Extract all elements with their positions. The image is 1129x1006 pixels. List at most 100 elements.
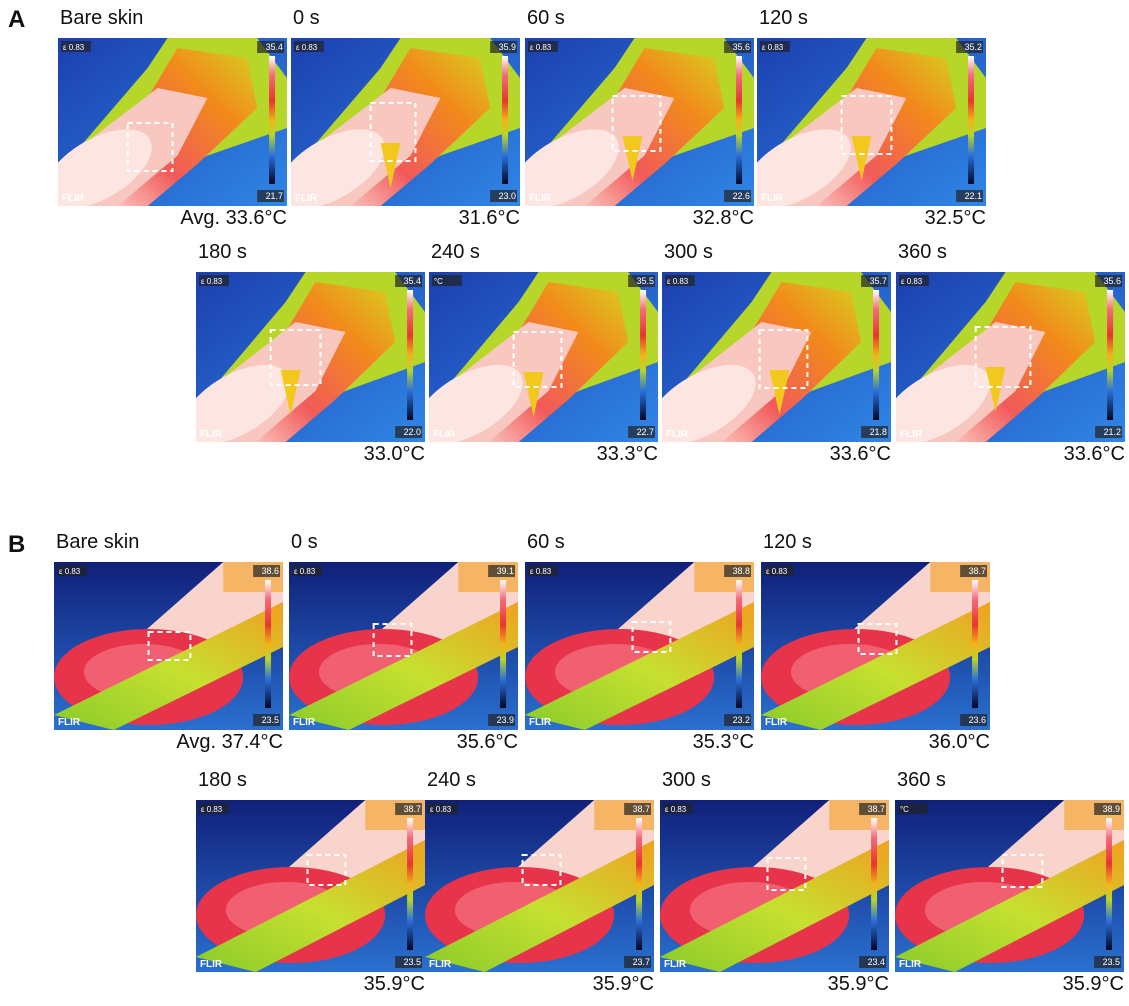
emissivity: ε 0.83 <box>667 277 689 286</box>
brand-logo: FLIR <box>429 959 451 970</box>
time-label: 360 s <box>898 241 947 264</box>
min-temperature: 22.0 <box>404 427 421 437</box>
brand-logo: FLIR <box>295 193 317 204</box>
max-temperature: 38.7 <box>404 804 421 814</box>
panel-letter: A <box>8 6 25 34</box>
emissivity: ε 0.83 <box>766 567 788 576</box>
min-temperature: 23.4 <box>868 957 885 967</box>
average-temperature: 33.6°C <box>836 443 1125 466</box>
emissivity: ε 0.83 <box>762 43 784 52</box>
color-scale <box>636 818 642 950</box>
color-scale <box>873 290 879 420</box>
average-temperature: 32.5°C <box>697 207 986 230</box>
color-scale <box>972 580 978 708</box>
emissivity: ε 0.83 <box>63 43 85 52</box>
brand-logo: FLIR <box>900 429 922 440</box>
emissivity: ε 0.83 <box>294 567 316 576</box>
emissivity: ε 0.83 <box>430 805 452 814</box>
color-scale <box>407 818 413 950</box>
emissivity: ε 0.83 <box>665 805 687 814</box>
max-temperature: 38.7 <box>633 804 650 814</box>
thermal-image: ε 0.83 38.7 23.7 FLIR <box>425 800 654 972</box>
max-temperature: 35.5 <box>637 276 654 286</box>
max-temperature: 35.9 <box>499 42 516 52</box>
max-temperature: 35.4 <box>404 276 421 286</box>
min-temperature: 23.5 <box>404 957 421 967</box>
emissivity: ε 0.83 <box>201 805 223 814</box>
panel-letter: B <box>8 531 25 559</box>
emissivity: °C <box>900 805 909 814</box>
brand-logo: FLIR <box>200 429 222 440</box>
brand-logo: FLIR <box>666 429 688 440</box>
time-label: 180 s <box>198 241 247 264</box>
brand-logo: FLIR <box>62 193 84 204</box>
time-label: 60 s <box>527 7 565 30</box>
max-temperature: 39.1 <box>497 566 514 576</box>
color-scale <box>269 56 275 184</box>
figure: {"brand": "FLIR", "panels": [ {"letter":… <box>0 0 1129 1006</box>
brand-logo: FLIR <box>664 959 686 970</box>
emissivity: ε 0.83 <box>530 43 552 52</box>
color-scale <box>871 818 877 950</box>
max-temperature: 38.6 <box>262 566 279 576</box>
time-label: 240 s <box>427 769 476 792</box>
min-temperature: 23.2 <box>733 715 750 725</box>
max-temperature: 38.9 <box>1103 804 1120 814</box>
color-scale <box>407 290 413 420</box>
emissivity: ε 0.83 <box>201 277 223 286</box>
brand-logo: FLIR <box>293 717 315 728</box>
min-temperature: 21.2 <box>1104 427 1121 437</box>
min-temperature: 23.0 <box>499 191 516 201</box>
time-label: Bare skin <box>56 531 139 554</box>
thermal-image: °C35.522.7FLIR <box>429 272 658 442</box>
thermal-image: ε 0.83 38.7 23.6 FLIR <box>761 562 990 730</box>
thermal-image: ε 0.83 38.7 23.5 FLIR <box>196 800 425 972</box>
thermal-image: ε 0.83 35.6 21.2 FLIR <box>896 272 1125 442</box>
color-scale <box>265 580 271 708</box>
thermal-image: ε 0.8338.823.2FLIR <box>525 562 754 730</box>
color-scale <box>736 580 742 708</box>
brand-logo: FLIR <box>761 193 783 204</box>
brand-logo: FLIR <box>58 717 80 728</box>
color-scale <box>500 580 506 708</box>
min-temperature: 22.1 <box>965 191 982 201</box>
max-temperature: 38.8 <box>733 566 750 576</box>
thermal-image: ε 0.83 35.4 22.0 FLIR <box>196 272 425 442</box>
emissivity: ε 0.83 <box>901 277 923 286</box>
brand-logo: FLIR <box>899 959 921 970</box>
time-label: 180 s <box>198 769 247 792</box>
brand-logo: FLIR <box>529 193 551 204</box>
color-scale <box>968 56 974 184</box>
thermal-image: ε 0.8335.923.0FLIR <box>291 38 520 206</box>
thermal-image: ε 0.83 38.7 23.4 FLIR <box>660 800 889 972</box>
max-temperature: 38.7 <box>969 566 986 576</box>
min-temperature: 23.7 <box>633 957 650 967</box>
average-temperature: 35.9°C <box>835 973 1124 996</box>
time-label: 120 s <box>759 7 808 30</box>
thermal-image: ε 0.8339.123.9FLIR <box>289 562 518 730</box>
min-temperature: 23.6 <box>969 715 986 725</box>
color-scale <box>640 290 646 420</box>
max-temperature: 35.6 <box>733 42 750 52</box>
time-label: 300 s <box>664 241 713 264</box>
color-scale <box>502 56 508 184</box>
average-temperature: 36.0°C <box>701 731 990 754</box>
emissivity: °C <box>434 277 443 286</box>
brand-logo: FLIR <box>765 717 787 728</box>
time-label: 300 s <box>662 769 711 792</box>
color-scale <box>1107 290 1113 420</box>
max-temperature: 35.7 <box>870 276 887 286</box>
thermal-image: °C38.923.5FLIR <box>895 800 1124 972</box>
emissivity: ε 0.83 <box>530 567 552 576</box>
time-label: 60 s <box>527 531 565 554</box>
brand-logo: FLIR <box>200 959 222 970</box>
max-temperature: 38.7 <box>868 804 885 814</box>
brand-logo: FLIR <box>433 429 455 440</box>
thermal-image: ε 0.8338.623.5FLIR <box>54 562 283 730</box>
color-scale <box>1106 818 1112 950</box>
max-temperature: 35.6 <box>1104 276 1121 286</box>
time-label: 120 s <box>763 531 812 554</box>
